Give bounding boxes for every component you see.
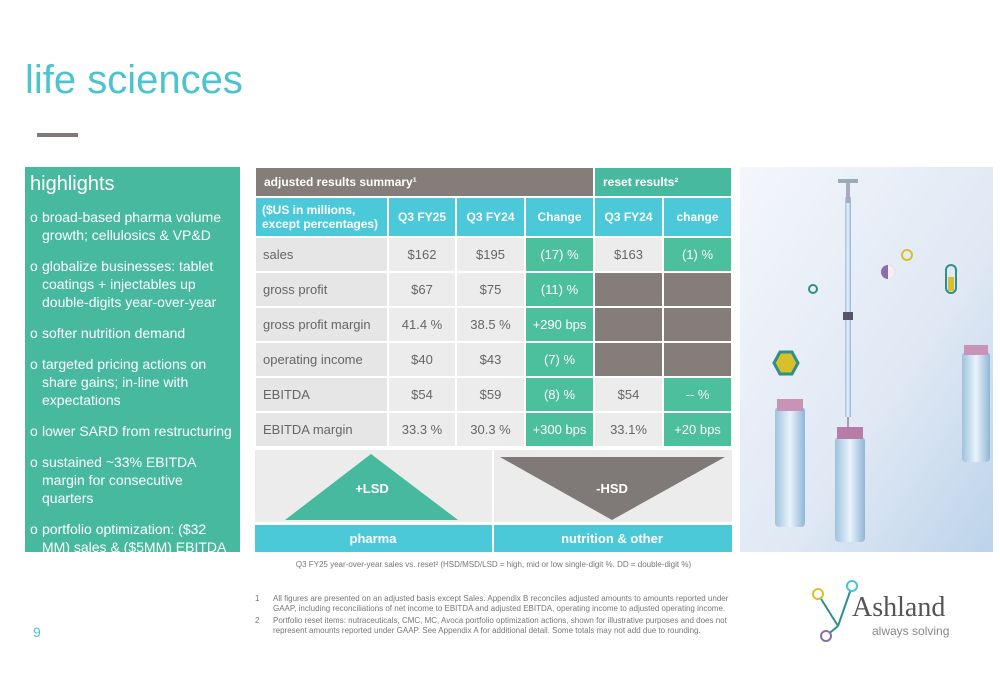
column-header: Q3 FY24 — [456, 197, 525, 237]
page-number: 9 — [33, 624, 41, 640]
column-header: Q3 FY24 — [594, 197, 663, 237]
table-cell: $75 — [456, 272, 525, 307]
segment-label: nutrition & other — [561, 531, 663, 546]
logo-tagline: always solving — [872, 624, 949, 638]
column-header-row: ($US in millions, except percentages) Q3 … — [255, 197, 732, 237]
footnote: 1 All figures are presented on an adjuste… — [255, 594, 737, 614]
table-cell: 33.1% — [594, 412, 663, 447]
group-header-row: adjusted results summary¹ reset results² — [255, 167, 732, 197]
column-header: Q3 FY25 — [388, 197, 456, 237]
table-cell: gross profit — [255, 272, 388, 307]
table-cell: $195 — [456, 237, 525, 272]
product-image — [740, 167, 993, 552]
table-cell — [594, 307, 663, 342]
column-header: ($US in millions, except percentages) — [255, 197, 388, 237]
table-row: EBITDA $54 $59 (8) % $54 -- % — [255, 377, 732, 412]
table-cell — [663, 342, 732, 377]
table-cell: +290 bps — [525, 307, 594, 342]
highlight-item: targeted pricing actions on share gains;… — [30, 355, 236, 409]
footnote-text: Portfolio reset items: nutraceuticals, C… — [273, 616, 727, 635]
table-cell — [594, 272, 663, 307]
table-cell: 30.3 % — [456, 412, 525, 447]
highlight-item: sustained ~33% EBITDA margin for consecu… — [30, 453, 236, 507]
table-cell: sales — [255, 237, 388, 272]
table-row: EBITDA margin 33.3 % 30.3 % +300 bps 33.1% +2… — [255, 412, 732, 447]
table-cell: (17) % — [525, 237, 594, 272]
table-cell: $43 — [456, 342, 525, 377]
highlights-list: broad-based pharma volume growth; cellul… — [30, 208, 236, 556]
up-triangle — [285, 454, 458, 520]
table-cell: $54 — [594, 377, 663, 412]
table-row: gross profit margin 41.4 % 38.5 % +290 bps — [255, 307, 732, 342]
group-header: reset results² — [594, 167, 732, 197]
table-cell: $162 — [388, 237, 456, 272]
table-cell: $163 — [594, 237, 663, 272]
table-cell: gross profit margin — [255, 307, 388, 342]
table-row: gross profit $67 $75 (11) % — [255, 272, 732, 307]
segment-bar — [494, 525, 732, 552]
table-cell: $54 — [388, 377, 456, 412]
table-row: operating income $40 $43 (7) % — [255, 342, 732, 377]
table-cell: (7) % — [525, 342, 594, 377]
segment-bar — [255, 525, 492, 552]
footnote-text: All figures are presented on an adjusted… — [273, 594, 729, 613]
table-cell: +20 bps — [663, 412, 732, 447]
table-cell: -- % — [663, 377, 732, 412]
table-cell: $40 — [388, 342, 456, 377]
column-header: Change — [525, 197, 594, 237]
caption: Q3 FY25 year-over-year sales vs. reset² … — [295, 560, 692, 569]
logo: Ashland always solving — [812, 580, 949, 642]
table-cell: 41.4 % — [388, 307, 456, 342]
highlight-item: portfolio optimization: ($32 MM) sales &… — [30, 520, 236, 556]
slide-title: life sciences — [25, 58, 243, 102]
table-cell: operating income — [255, 342, 388, 377]
footnote: 2 Portfolio reset items: nutraceuticals, … — [255, 616, 737, 636]
footnotes: 1 All figures are presented on an adjuste… — [255, 594, 737, 638]
table-cell: $67 — [388, 272, 456, 307]
outlook-graphic: +LSD -HSD pharma nutrition & other — [255, 450, 732, 552]
table-cell: 33.3 % — [388, 412, 456, 447]
table-cell — [663, 272, 732, 307]
footnote-number: 2 — [255, 616, 260, 625]
column-header: change — [663, 197, 732, 237]
outlook-right: -HSD — [596, 481, 628, 496]
highlights-panel: highlights broad-based pharma volume gro… — [25, 167, 240, 555]
footnote-number: 1 — [255, 594, 260, 603]
table-cell: +300 bps — [525, 412, 594, 447]
table-cell: (8) % — [525, 377, 594, 412]
table-cell: (1) % — [663, 237, 732, 272]
title-rule — [37, 133, 78, 137]
highlight-item: broad-based pharma volume growth; cellul… — [30, 208, 236, 244]
highlights-title: highlights — [30, 173, 115, 195]
highlight-item: softer nutrition demand — [30, 324, 236, 342]
group-header: adjusted results summary¹ — [255, 167, 594, 197]
table-row: sales $162 $195 (17) % $163 (1) % — [255, 237, 732, 272]
table-cell: EBITDA — [255, 377, 388, 412]
table-cell: EBITDA margin — [255, 412, 388, 447]
logo-name: Ashland — [852, 592, 945, 623]
outlook-left: +LSD — [355, 481, 389, 496]
highlight-item: lower SARD from restructuring — [30, 422, 236, 440]
segment-label: pharma — [350, 531, 398, 546]
highlight-item: globalize businesses: tablet coatings + … — [30, 257, 236, 311]
results-table: adjusted results summary¹ reset results²(… — [255, 167, 732, 447]
table-cell: (11) % — [525, 272, 594, 307]
table-cell — [594, 342, 663, 377]
down-triangle — [500, 457, 725, 520]
table-cell: $59 — [456, 377, 525, 412]
table-cell — [663, 307, 732, 342]
table-cell: 38.5 % — [456, 307, 525, 342]
